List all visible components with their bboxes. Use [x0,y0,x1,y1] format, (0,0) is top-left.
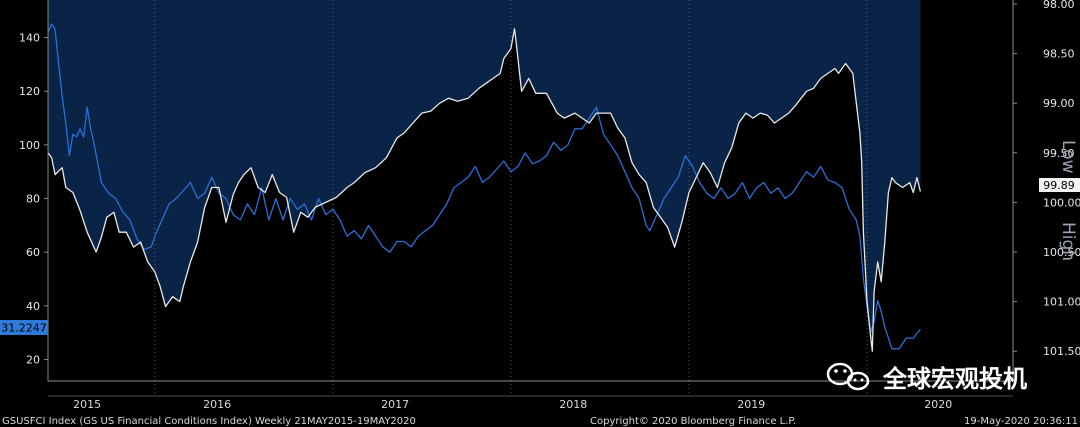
footer-left: GSUSFCI Index (GS US Financial Condition… [2,416,416,427]
right-tick-label: 99.50 [1043,147,1075,160]
right-tick-label: 100.50 [1043,246,1080,259]
left-tick-label: 120 [19,85,40,98]
left-last-value-text: 31.2247 [1,322,47,335]
right-axis-side-label-low: Low [1058,140,1078,174]
x-tick-label: 2019 [737,398,765,411]
ticks-layer: 20 40 60 80 100 120 140 98.00 98.50 99.00 99.50 100… [19,0,1080,411]
shaded-area-layer [48,0,921,352]
left-tick-label: 20 [26,354,40,367]
right-last-value-badge: 99.89 [1039,178,1080,192]
x-tick-label: 2018 [559,398,587,411]
watermark-text: 全球宏观投机 [882,365,1027,393]
x-tick-label: 2017 [381,398,409,411]
wechat-icon [826,362,870,391]
watermark: 全球宏观投机 [826,362,1027,393]
x-tick-label: 2020 [924,398,952,411]
left-tick-label: 140 [19,32,40,45]
right-tick-label: 100.00 [1043,196,1080,209]
footer-right: 19-May-2020 20:36:11 [964,416,1078,427]
footer-center: Copyright© 2020 Bloomberg Finance L.P. [590,416,796,427]
right-axis-side-label-high: High [1058,222,1078,261]
x-tick-label: 2016 [203,398,231,411]
right-tick-label: 98.50 [1043,48,1075,61]
series-layer [47,23,922,352]
left-tick-label: 80 [26,193,40,206]
series-line-blue [47,23,921,350]
right-tick-label: 99.00 [1043,97,1075,110]
shaded-area [48,0,921,352]
left-last-value-badge: 31.2247 [0,320,48,335]
right-tick-label: 101.00 [1043,296,1080,309]
right-tick-label: 98.00 [1043,0,1075,11]
left-tick-label: 40 [26,300,40,313]
x-tick-label: 2015 [73,398,101,411]
right-tick-label: 101.50 [1043,345,1080,358]
left-tick-label: 100 [19,139,40,152]
left-tick-label: 60 [26,246,40,259]
right-last-value-text: 99.89 [1043,179,1075,192]
series-line-gsusfci [47,28,922,352]
